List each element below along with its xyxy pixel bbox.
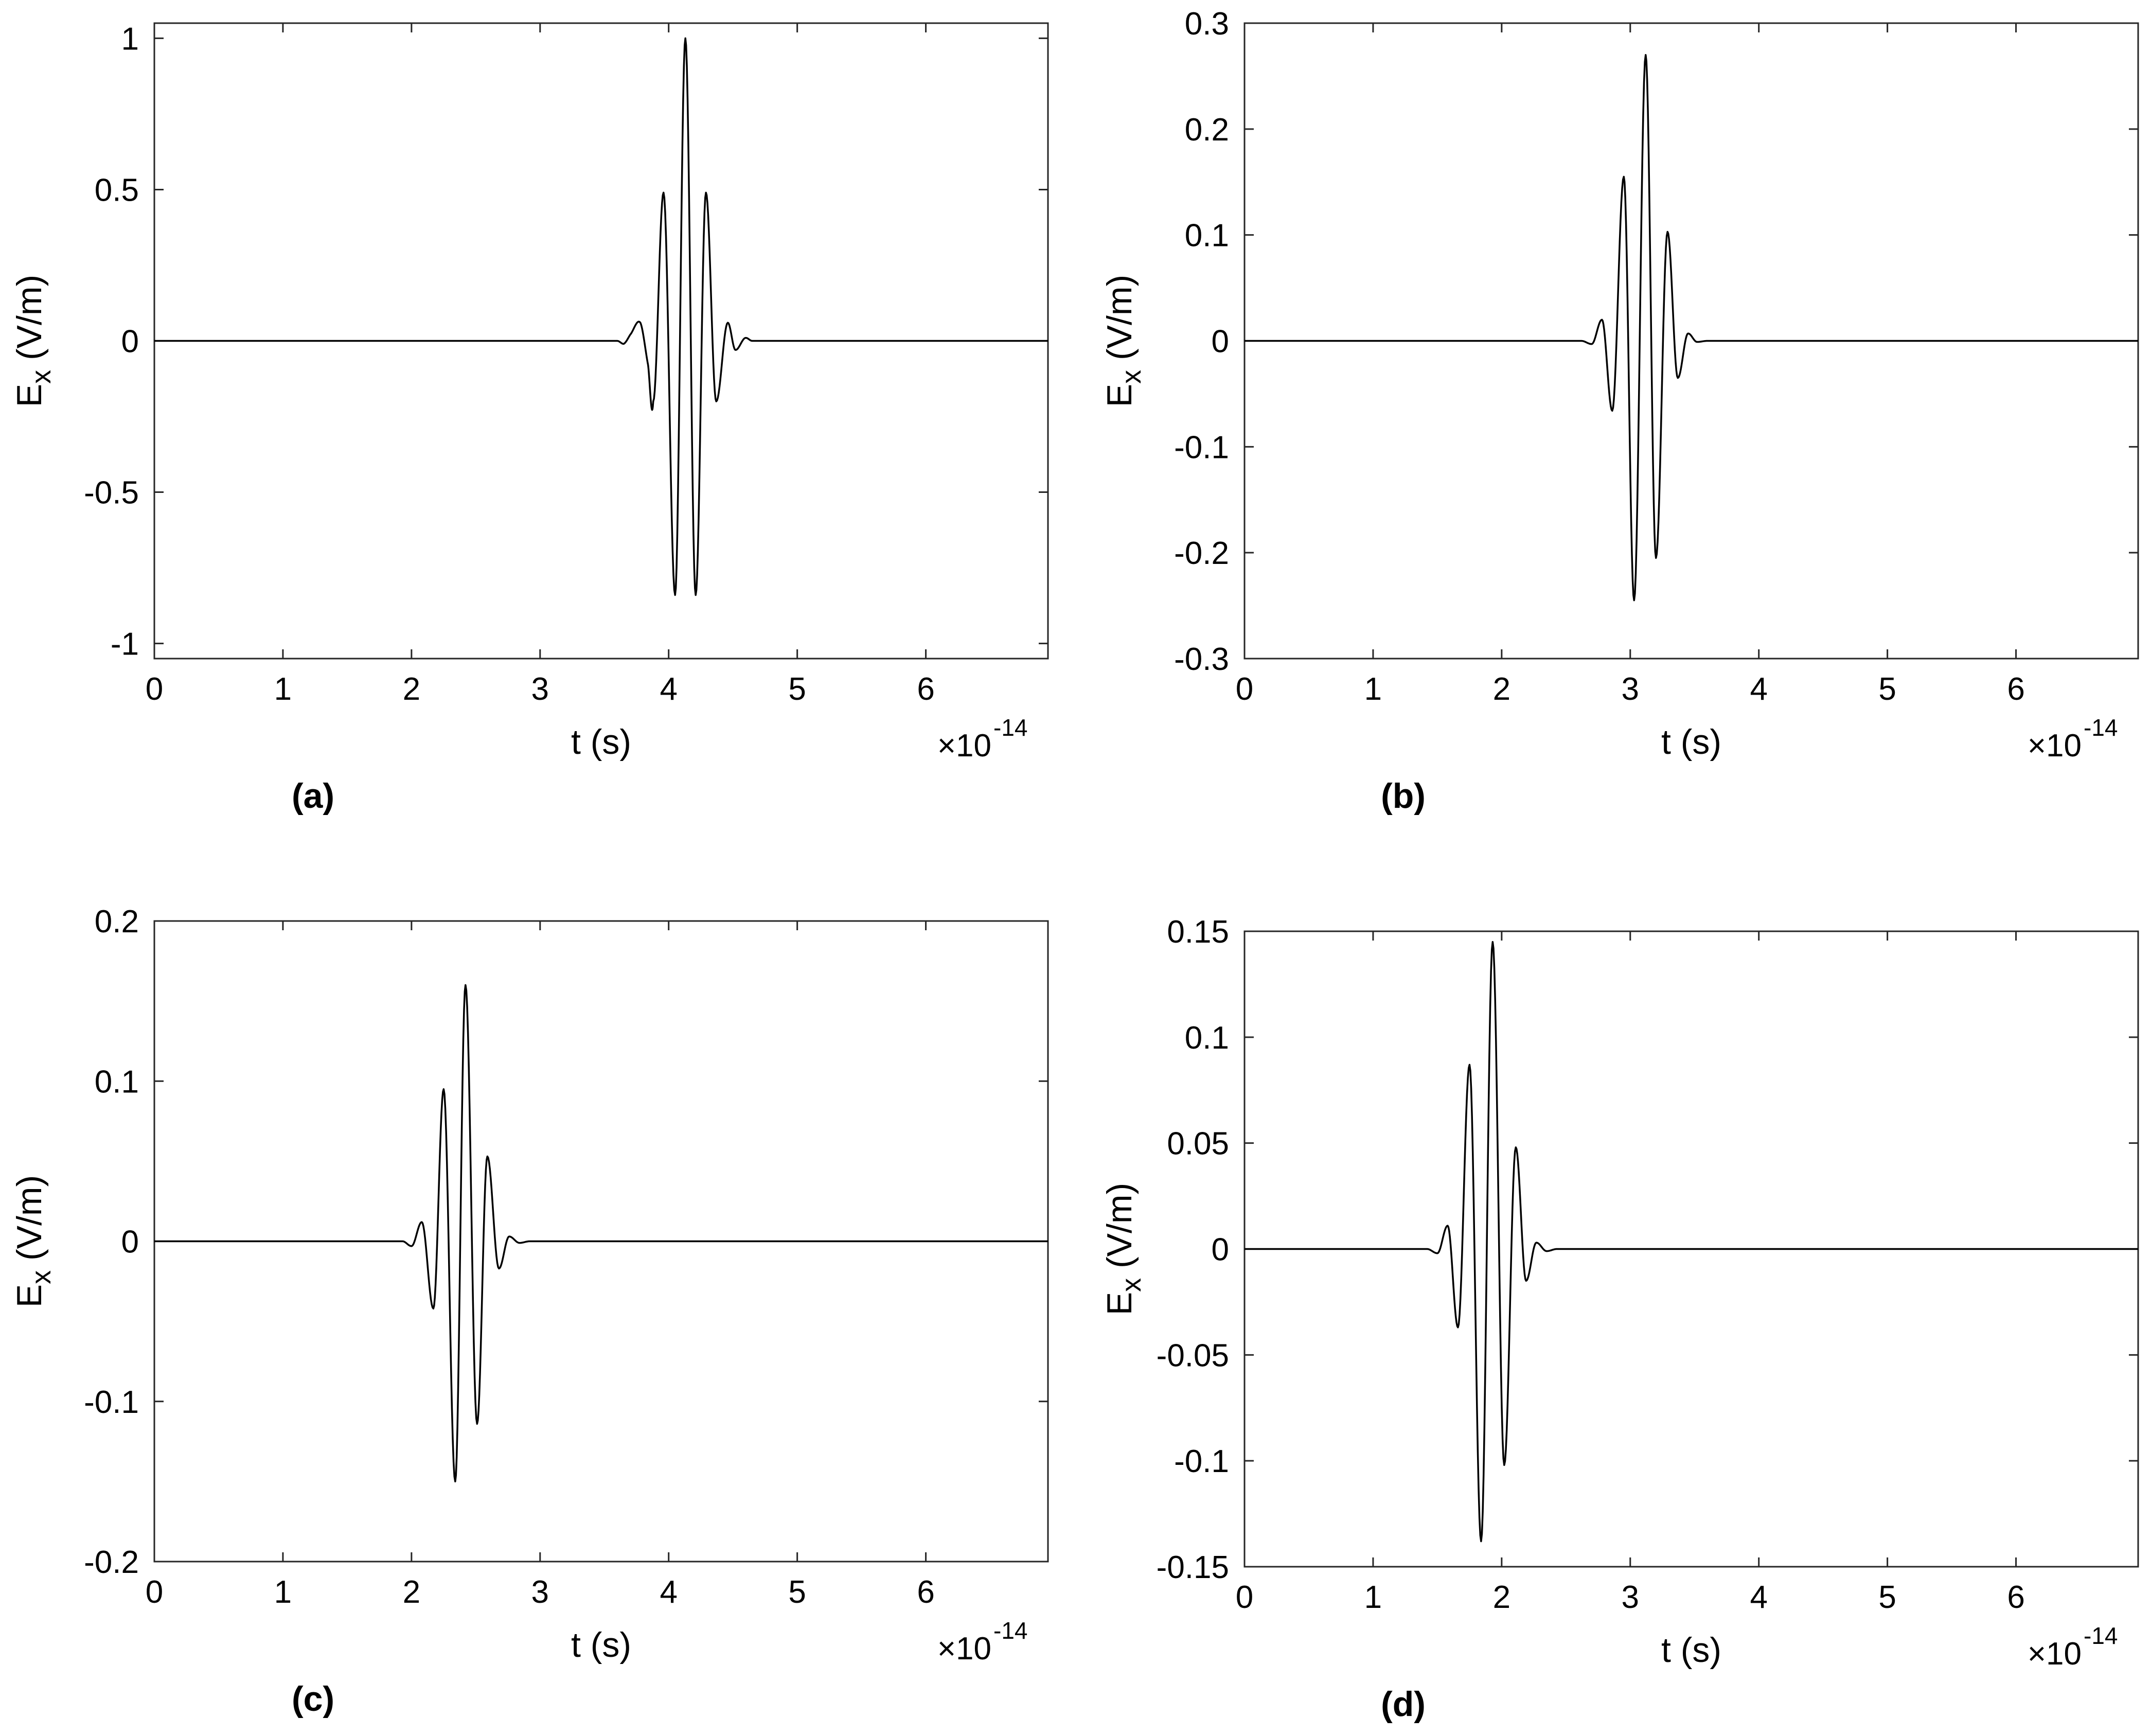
y-axis-label: Ex (V/m) (1100, 275, 1147, 407)
x-axis-label: t (s) (571, 722, 631, 761)
x-axis-multiplier-exponent: -14 (2084, 714, 2118, 741)
y-tick-label: 0.05 (1167, 1126, 1229, 1162)
y-tick-label: -0.15 (1157, 1550, 1229, 1585)
panel-label: (d) (1381, 1685, 1426, 1724)
x-axis-multiplier: ×10 (937, 1631, 991, 1667)
x-axis-multiplier: ×10 (2028, 728, 2082, 764)
x-tick-label: 5 (788, 1574, 806, 1610)
x-axis-label: t (s) (1661, 722, 1721, 761)
x-tick-label: 3 (1622, 1580, 1639, 1615)
x-tick-label: 6 (2007, 1580, 2024, 1615)
x-axis-multiplier-exponent: -14 (993, 714, 1027, 741)
x-tick-label: 2 (403, 1574, 420, 1610)
x-tick-label: 4 (660, 671, 677, 707)
y-tick-label: -0.2 (1174, 536, 1229, 571)
y-tick-label: 1 (121, 21, 139, 57)
x-tick-label: 3 (531, 671, 549, 707)
panel-3: 0 1 2 3 4 5 6 -0.15 -0.1 -0.05 0 0.05 0.1 0.15 t (s) ×1… (1100, 914, 2139, 1724)
x-axis-multiplier-exponent: -14 (2084, 1622, 2118, 1649)
x-tick-label: 1 (1364, 671, 1382, 707)
x-tick-label: 0 (146, 1574, 163, 1610)
x-tick-label: 4 (660, 1574, 677, 1610)
y-tick-label: -0.1 (1174, 430, 1229, 465)
x-tick-label: 5 (1878, 671, 1896, 707)
y-axis-label: Ex (V/m) (10, 1175, 57, 1307)
x-axis-label: t (s) (1661, 1631, 1721, 1670)
y-tick-label: 0 (1212, 1232, 1229, 1268)
x-tick-label: 6 (2007, 671, 2024, 707)
y-tick-label: 0.1 (95, 1064, 139, 1100)
y-axis-label: Ex (V/m) (1100, 1183, 1147, 1315)
x-tick-label: 1 (274, 671, 292, 707)
y-axis-label: Ex (V/m) (10, 275, 57, 407)
panel-0: 0 1 2 3 4 5 6 -1 -0.5 0 0.5 1 t (s) ×10-14 Ex (V/m) (a) (10, 21, 1049, 816)
series-line-0 (1245, 54, 2138, 601)
x-axis-multiplier-exponent: -14 (993, 1617, 1027, 1644)
x-tick-label: 4 (1750, 1580, 1767, 1615)
y-tick-label: 0 (121, 324, 139, 360)
y-tick-label: 0.5 (95, 172, 139, 208)
x-tick-label: 1 (1364, 1580, 1382, 1615)
series-line-0 (154, 984, 1048, 1483)
y-tick-label: 0.15 (1167, 914, 1229, 950)
x-axis-label: t (s) (571, 1625, 631, 1664)
x-tick-label: 6 (917, 671, 934, 707)
y-tick-label: -0.1 (84, 1385, 139, 1420)
y-tick-label: 0 (121, 1225, 139, 1260)
x-tick-label: 3 (1622, 671, 1639, 707)
y-tick-label: 0.2 (95, 904, 139, 940)
x-tick-label: 0 (1236, 1580, 1253, 1615)
series-line-0 (1245, 941, 2138, 1543)
y-tick-label: 0 (1212, 324, 1229, 360)
y-tick-label: -1 (111, 627, 139, 662)
y-tick-label: -0.2 (84, 1545, 139, 1580)
x-tick-label: 6 (917, 1574, 934, 1610)
y-tick-label: 0.3 (1185, 6, 1229, 42)
x-tick-label: 2 (1493, 1580, 1510, 1615)
x-tick-label: 0 (1236, 671, 1253, 707)
y-tick-label: 0.2 (1185, 112, 1229, 148)
y-tick-label: -0.5 (84, 475, 139, 511)
x-tick-label: 4 (1750, 671, 1767, 707)
x-tick-label: 0 (146, 671, 163, 707)
panel-label: (a) (292, 776, 334, 816)
panel-label: (b) (1381, 776, 1426, 816)
x-tick-label: 3 (531, 1574, 549, 1610)
x-tick-label: 2 (403, 671, 420, 707)
x-tick-label: 5 (1878, 1580, 1896, 1615)
x-tick-label: 5 (788, 671, 806, 707)
panel-label: (c) (292, 1679, 334, 1719)
series-line-0 (154, 37, 1048, 596)
y-tick-label: -0.3 (1174, 642, 1229, 677)
y-tick-label: 0.1 (1185, 218, 1229, 254)
x-axis-multiplier: ×10 (937, 728, 991, 764)
panel-2: 0 1 2 3 4 5 6 -0.2 -0.1 0 0.1 0.2 t (s) ×10-14 Ex (V/m… (10, 904, 1049, 1719)
x-axis-multiplier: ×10 (2028, 1636, 2082, 1672)
y-tick-label: -0.05 (1157, 1338, 1229, 1373)
x-tick-label: 1 (274, 1574, 292, 1610)
x-tick-label: 2 (1493, 671, 1510, 707)
y-tick-label: 0.1 (1185, 1020, 1229, 1056)
y-tick-label: -0.1 (1174, 1444, 1229, 1479)
panel-1: 0 1 2 3 4 5 6 -0.3 -0.2 -0.1 0 0.1 0.2 0.3 t (s) ×10-14… (1100, 6, 2139, 816)
